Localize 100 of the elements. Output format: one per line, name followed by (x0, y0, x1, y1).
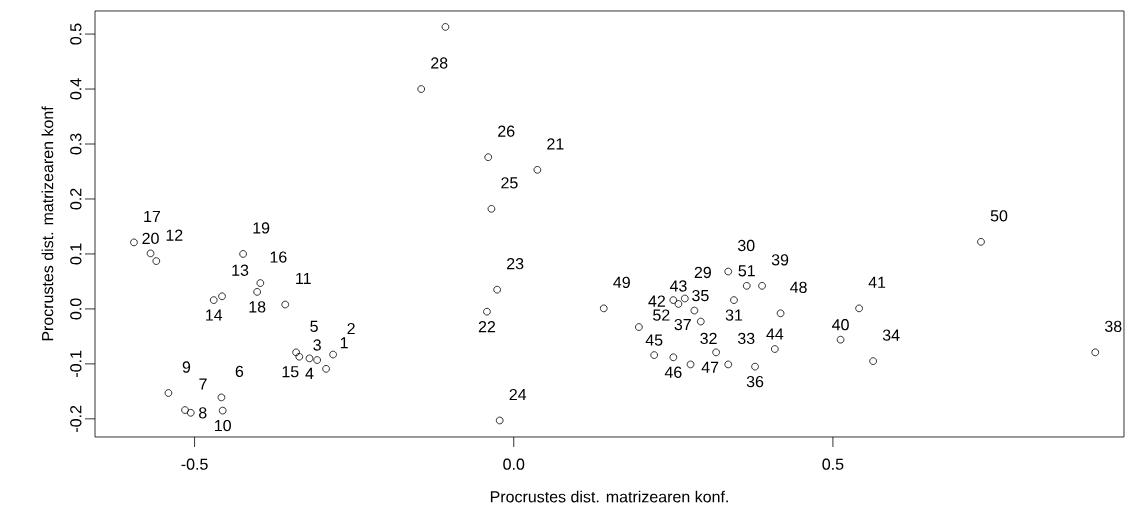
annotation: 4 (305, 367, 314, 379)
point (329, 350, 337, 359)
annotation: 13 (232, 264, 249, 276)
annotation: 49 (613, 276, 630, 289)
y-tick-label: 0.0 (70, 298, 82, 320)
annotation: 44 (766, 328, 784, 340)
annotation: 2 (347, 322, 355, 335)
point (686, 360, 695, 369)
y-axis-title: Procrustes dist. matrizearen konf (41, 106, 54, 341)
point (855, 304, 863, 313)
point (533, 166, 542, 174)
point (322, 365, 330, 373)
y-tick-label: -0.2 (70, 405, 82, 432)
point (635, 323, 643, 331)
y-tick-label: 0.4 (70, 78, 82, 100)
y-tick-label: 0.5 (70, 23, 82, 45)
annotation: 16 (270, 251, 287, 263)
x-axis-title: Procrustes dist. matrizearen konf. (490, 490, 728, 503)
point (483, 307, 491, 316)
x-tick-label: -0.5 (181, 458, 208, 470)
annotation: 12 (166, 229, 183, 241)
annotation: 10 (215, 419, 231, 432)
y-tick-label: 0.1 (70, 243, 82, 265)
point (181, 406, 189, 414)
annotation: 38 (1104, 320, 1122, 332)
point (253, 288, 261, 296)
annotation: 48 (790, 281, 807, 293)
point (295, 352, 304, 361)
point (256, 279, 265, 287)
point (152, 257, 161, 265)
point (712, 348, 720, 357)
annotation: 47 (701, 361, 719, 373)
point (218, 292, 226, 301)
point (669, 296, 678, 304)
point (495, 416, 504, 425)
annotation: 1 (340, 337, 348, 349)
point (724, 267, 733, 276)
point (669, 353, 678, 362)
point (281, 300, 290, 309)
x-tick-label: 0.0 (503, 458, 525, 470)
point (599, 304, 608, 313)
y-tick-label: -0.1 (70, 350, 82, 377)
point (730, 296, 738, 304)
annotation: 39 (771, 254, 789, 266)
y-tick-label: 0.3 (70, 133, 82, 155)
point (417, 85, 425, 93)
annotation: 50 (990, 210, 1008, 222)
point (313, 356, 321, 364)
annotation: 17 (144, 210, 161, 222)
point (130, 238, 138, 247)
annotation: 18 (249, 301, 266, 313)
annotation: 28 (431, 57, 448, 69)
annotation: 3 (313, 339, 321, 351)
annotation: 23 (507, 258, 524, 270)
annotation: 34 (882, 329, 900, 341)
annotation: 51 (738, 265, 755, 277)
point (776, 309, 785, 318)
point (742, 282, 751, 290)
point (493, 285, 501, 294)
annotation: 25 (501, 177, 518, 189)
annotation: 42 (648, 295, 665, 307)
annotation: 40 (832, 319, 849, 331)
point (217, 393, 226, 402)
annotation: 5 (310, 320, 318, 332)
point (650, 351, 658, 359)
point (305, 354, 314, 363)
point (484, 153, 493, 161)
annotation: 20 (142, 232, 159, 245)
point (690, 306, 699, 315)
point (487, 205, 496, 213)
annotation: 30 (737, 239, 755, 252)
point (751, 362, 759, 371)
point (681, 294, 689, 303)
annotation: 45 (645, 334, 663, 346)
point (977, 238, 985, 246)
point (209, 296, 218, 304)
annotation: 6 (235, 365, 244, 378)
point (696, 317, 705, 326)
point (239, 250, 247, 258)
annotation: 33 (737, 332, 755, 345)
annotation: 32 (700, 332, 717, 345)
annotation: 19 (253, 222, 270, 234)
point (186, 409, 195, 417)
point (869, 357, 877, 365)
point (674, 300, 683, 308)
point (836, 335, 845, 344)
annotation: 8 (199, 407, 207, 419)
point (1091, 348, 1100, 357)
annotation: 7 (199, 378, 207, 390)
point (146, 249, 155, 258)
annotation: 9 (182, 361, 191, 373)
point (292, 348, 300, 357)
annotation: 35 (692, 289, 709, 302)
annotation: 36 (746, 375, 764, 388)
annotation: 43 (669, 280, 687, 292)
annotation: 11 (296, 273, 311, 285)
annotation: 37 (674, 318, 691, 331)
annotation: 14 (206, 309, 223, 321)
point (758, 282, 766, 290)
annotation: 46 (664, 366, 682, 378)
